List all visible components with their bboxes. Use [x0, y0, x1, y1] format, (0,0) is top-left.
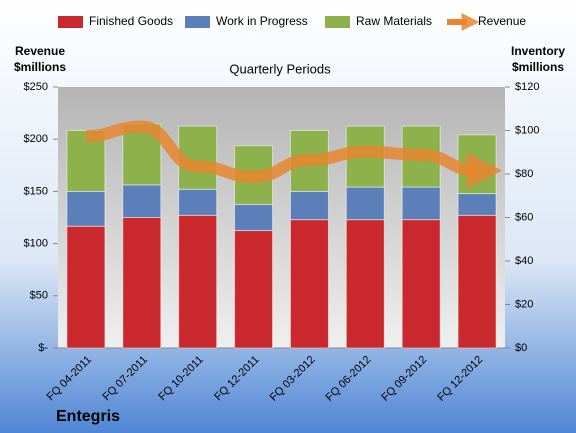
y2-tick-label: $80 — [515, 168, 533, 180]
bar-segment — [178, 188, 218, 216]
y-tick-label: $200 — [24, 133, 48, 145]
y-tick-label: $100 — [24, 238, 48, 250]
revenue-line — [85, 120, 503, 189]
y2-tick-label: $40 — [515, 255, 533, 267]
legend-label: Work in Progress — [216, 14, 308, 28]
legend-label: Raw Materials — [356, 14, 432, 28]
bar-segment — [289, 190, 329, 221]
bar-segment — [178, 214, 218, 349]
bar-segment — [122, 184, 162, 218]
bar-segment — [457, 214, 497, 349]
y-axis-label: Revenue $millions — [14, 44, 66, 74]
y2-axis-label: Inventory $millions — [511, 44, 565, 74]
legend-swatch — [185, 16, 210, 28]
bar-segment — [122, 217, 162, 349]
bar-segment — [234, 203, 274, 232]
bar-segment — [289, 219, 329, 349]
footer: Entegris — [56, 408, 120, 425]
bar-segment — [345, 219, 385, 349]
legend-swatch — [325, 16, 350, 28]
y-tick-label: $50 — [30, 290, 48, 302]
bar-segment — [178, 125, 218, 190]
bar-segment — [457, 193, 497, 216]
bar-segment — [401, 186, 441, 221]
y-tick-label: $250 — [24, 81, 48, 93]
chart-title: Quarterly Periods — [229, 61, 331, 76]
y2-tick-label: $100 — [515, 124, 539, 136]
bar-segment — [401, 219, 441, 349]
y-tick-label: $- — [38, 342, 48, 354]
y2-tick-label: $120 — [515, 81, 539, 93]
bar-segment — [66, 225, 106, 349]
y2-tick-label: $0 — [515, 342, 527, 354]
legend-swatch — [58, 16, 83, 28]
bar-segment — [345, 186, 385, 221]
legend-label: Finished Goods — [89, 14, 173, 28]
bar-segment — [234, 230, 274, 349]
legend-label: Revenue — [478, 14, 526, 28]
bar-segment — [66, 190, 106, 227]
y2-tick-label: $20 — [515, 298, 533, 310]
y2-tick-label: $60 — [515, 211, 533, 223]
y-tick-label: $150 — [24, 185, 48, 197]
